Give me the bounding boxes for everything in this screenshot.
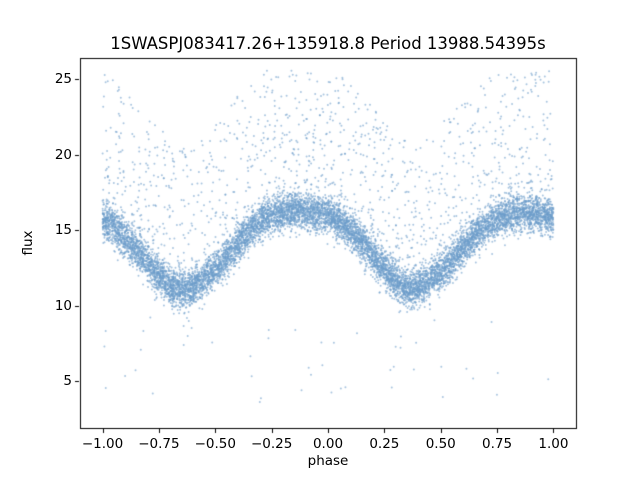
x-tick-label: 0.50: [425, 436, 456, 452]
x-tick-label: −0.25: [250, 436, 293, 452]
x-tick-label: 0.75: [482, 436, 513, 452]
y-tick-label: 20: [54, 146, 72, 163]
x-tick-label: 0.25: [369, 436, 400, 452]
y-tick-label: 15: [54, 222, 72, 239]
x-tick-label: −0.75: [138, 436, 180, 452]
x-tick-label: 0.00: [312, 436, 344, 452]
x-axis-label: phase: [307, 453, 349, 469]
x-tick-label: −1.00: [81, 436, 124, 452]
chart-title: 1SWASPJ083417.26+135918.8 Period 13988.5…: [110, 34, 546, 53]
y-tick-label: 25: [54, 71, 72, 88]
x-tick-label: −0.50: [194, 436, 236, 452]
y-tick-label: 5: [63, 373, 72, 390]
x-tick-label: 1.00: [538, 436, 569, 452]
y-tick-label: 10: [54, 297, 72, 314]
